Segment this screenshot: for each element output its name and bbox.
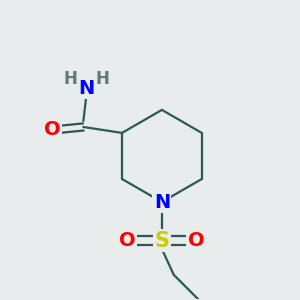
Text: H: H bbox=[63, 70, 77, 88]
Text: O: O bbox=[119, 231, 136, 250]
Text: O: O bbox=[188, 231, 204, 250]
Text: O: O bbox=[44, 120, 61, 140]
Text: H: H bbox=[96, 70, 110, 88]
Text: S: S bbox=[154, 231, 169, 251]
Text: N: N bbox=[154, 193, 170, 211]
Text: N: N bbox=[78, 79, 94, 98]
